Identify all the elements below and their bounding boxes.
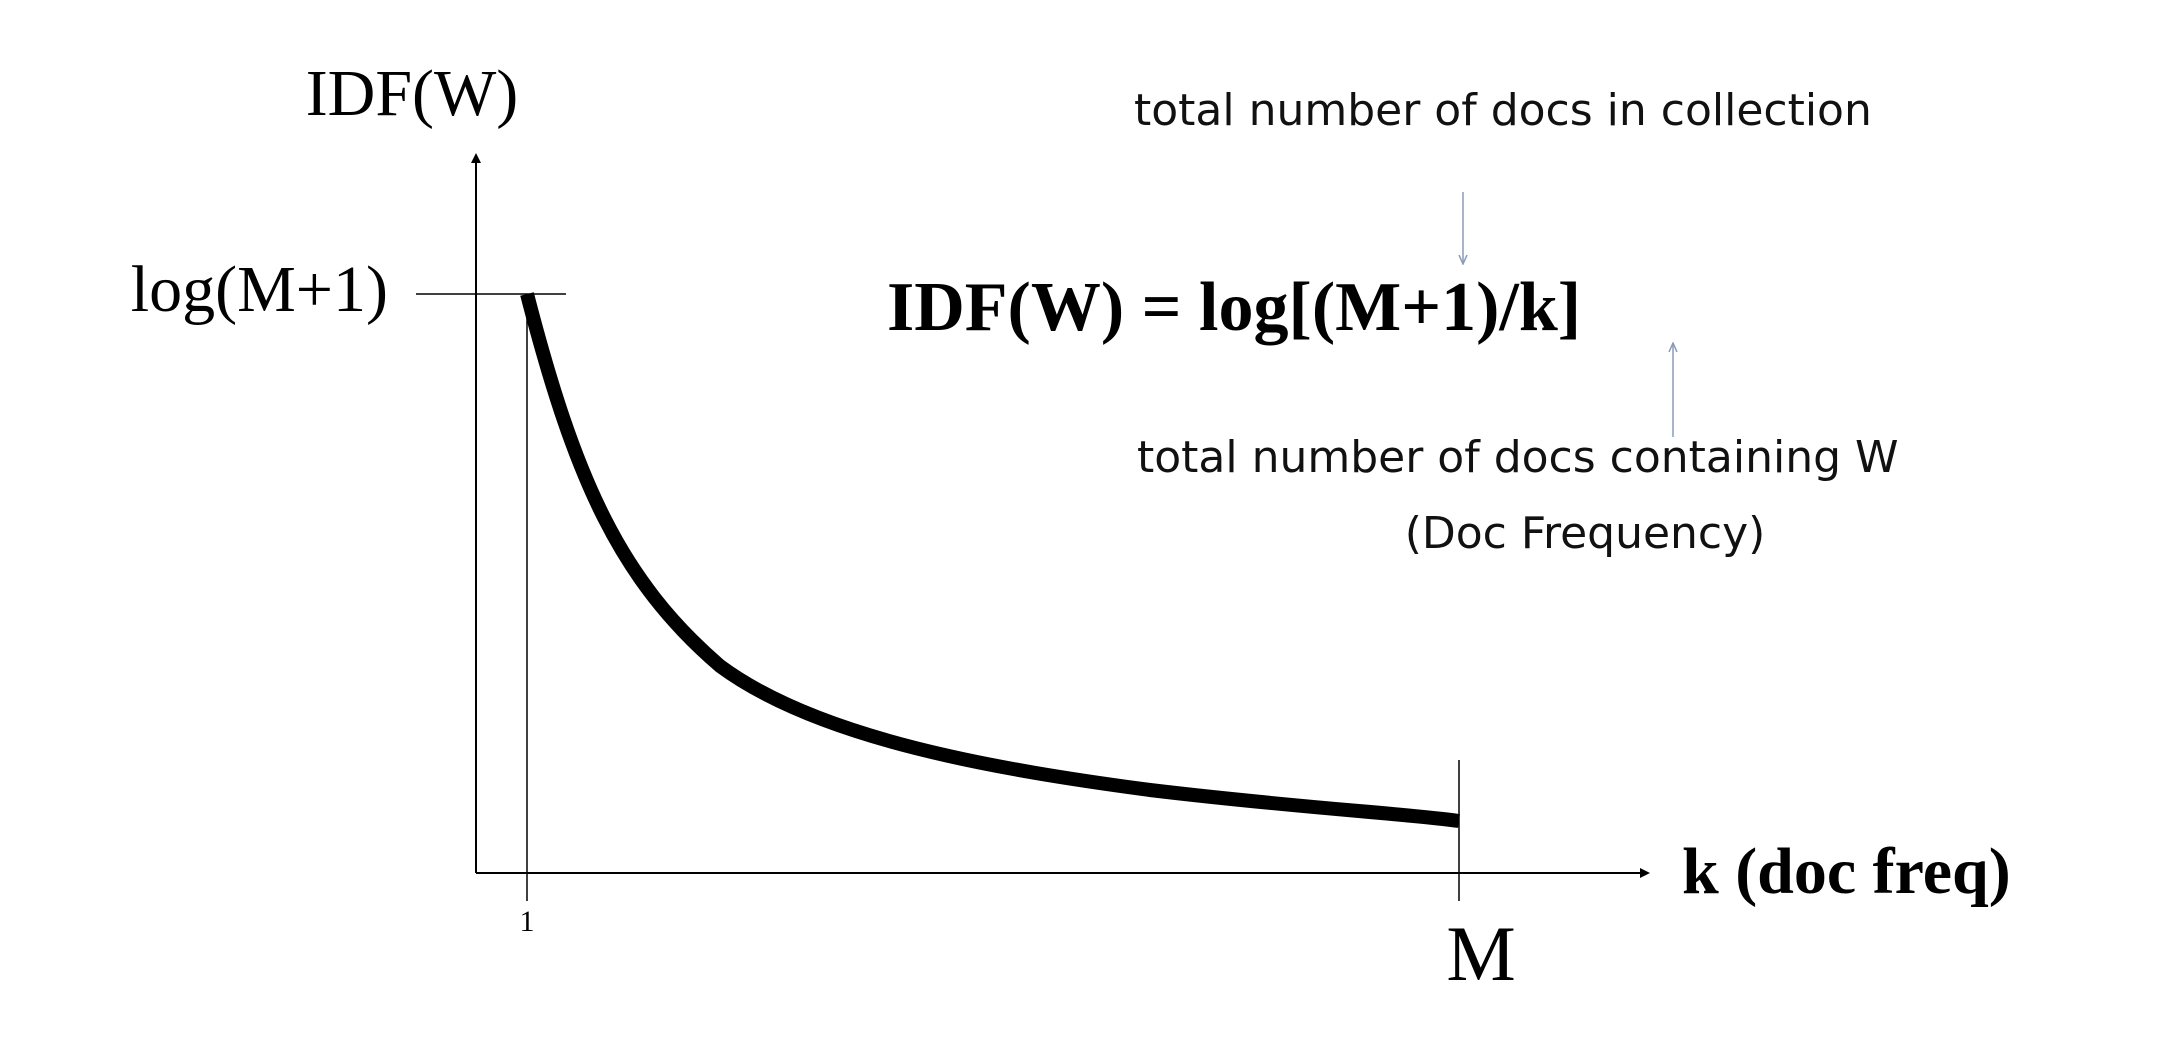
formula: IDF(W) = log[(M+1)/k] xyxy=(887,269,1581,346)
annotation: total number of docs in collection xyxy=(1134,85,1872,136)
annotation: total number of docs containing W xyxy=(1137,432,1899,483)
idf-curve xyxy=(520,292,1460,828)
y-tick-label: log(M+1) xyxy=(131,253,388,326)
x-tick-label: 1 xyxy=(520,905,535,938)
x-axis-label: k (doc freq) xyxy=(1682,835,2011,908)
annotation: (Doc Frequency) xyxy=(1405,508,1766,559)
y-axis-label: IDF(W) xyxy=(306,57,519,130)
x-tick-label: M xyxy=(1446,910,1515,997)
